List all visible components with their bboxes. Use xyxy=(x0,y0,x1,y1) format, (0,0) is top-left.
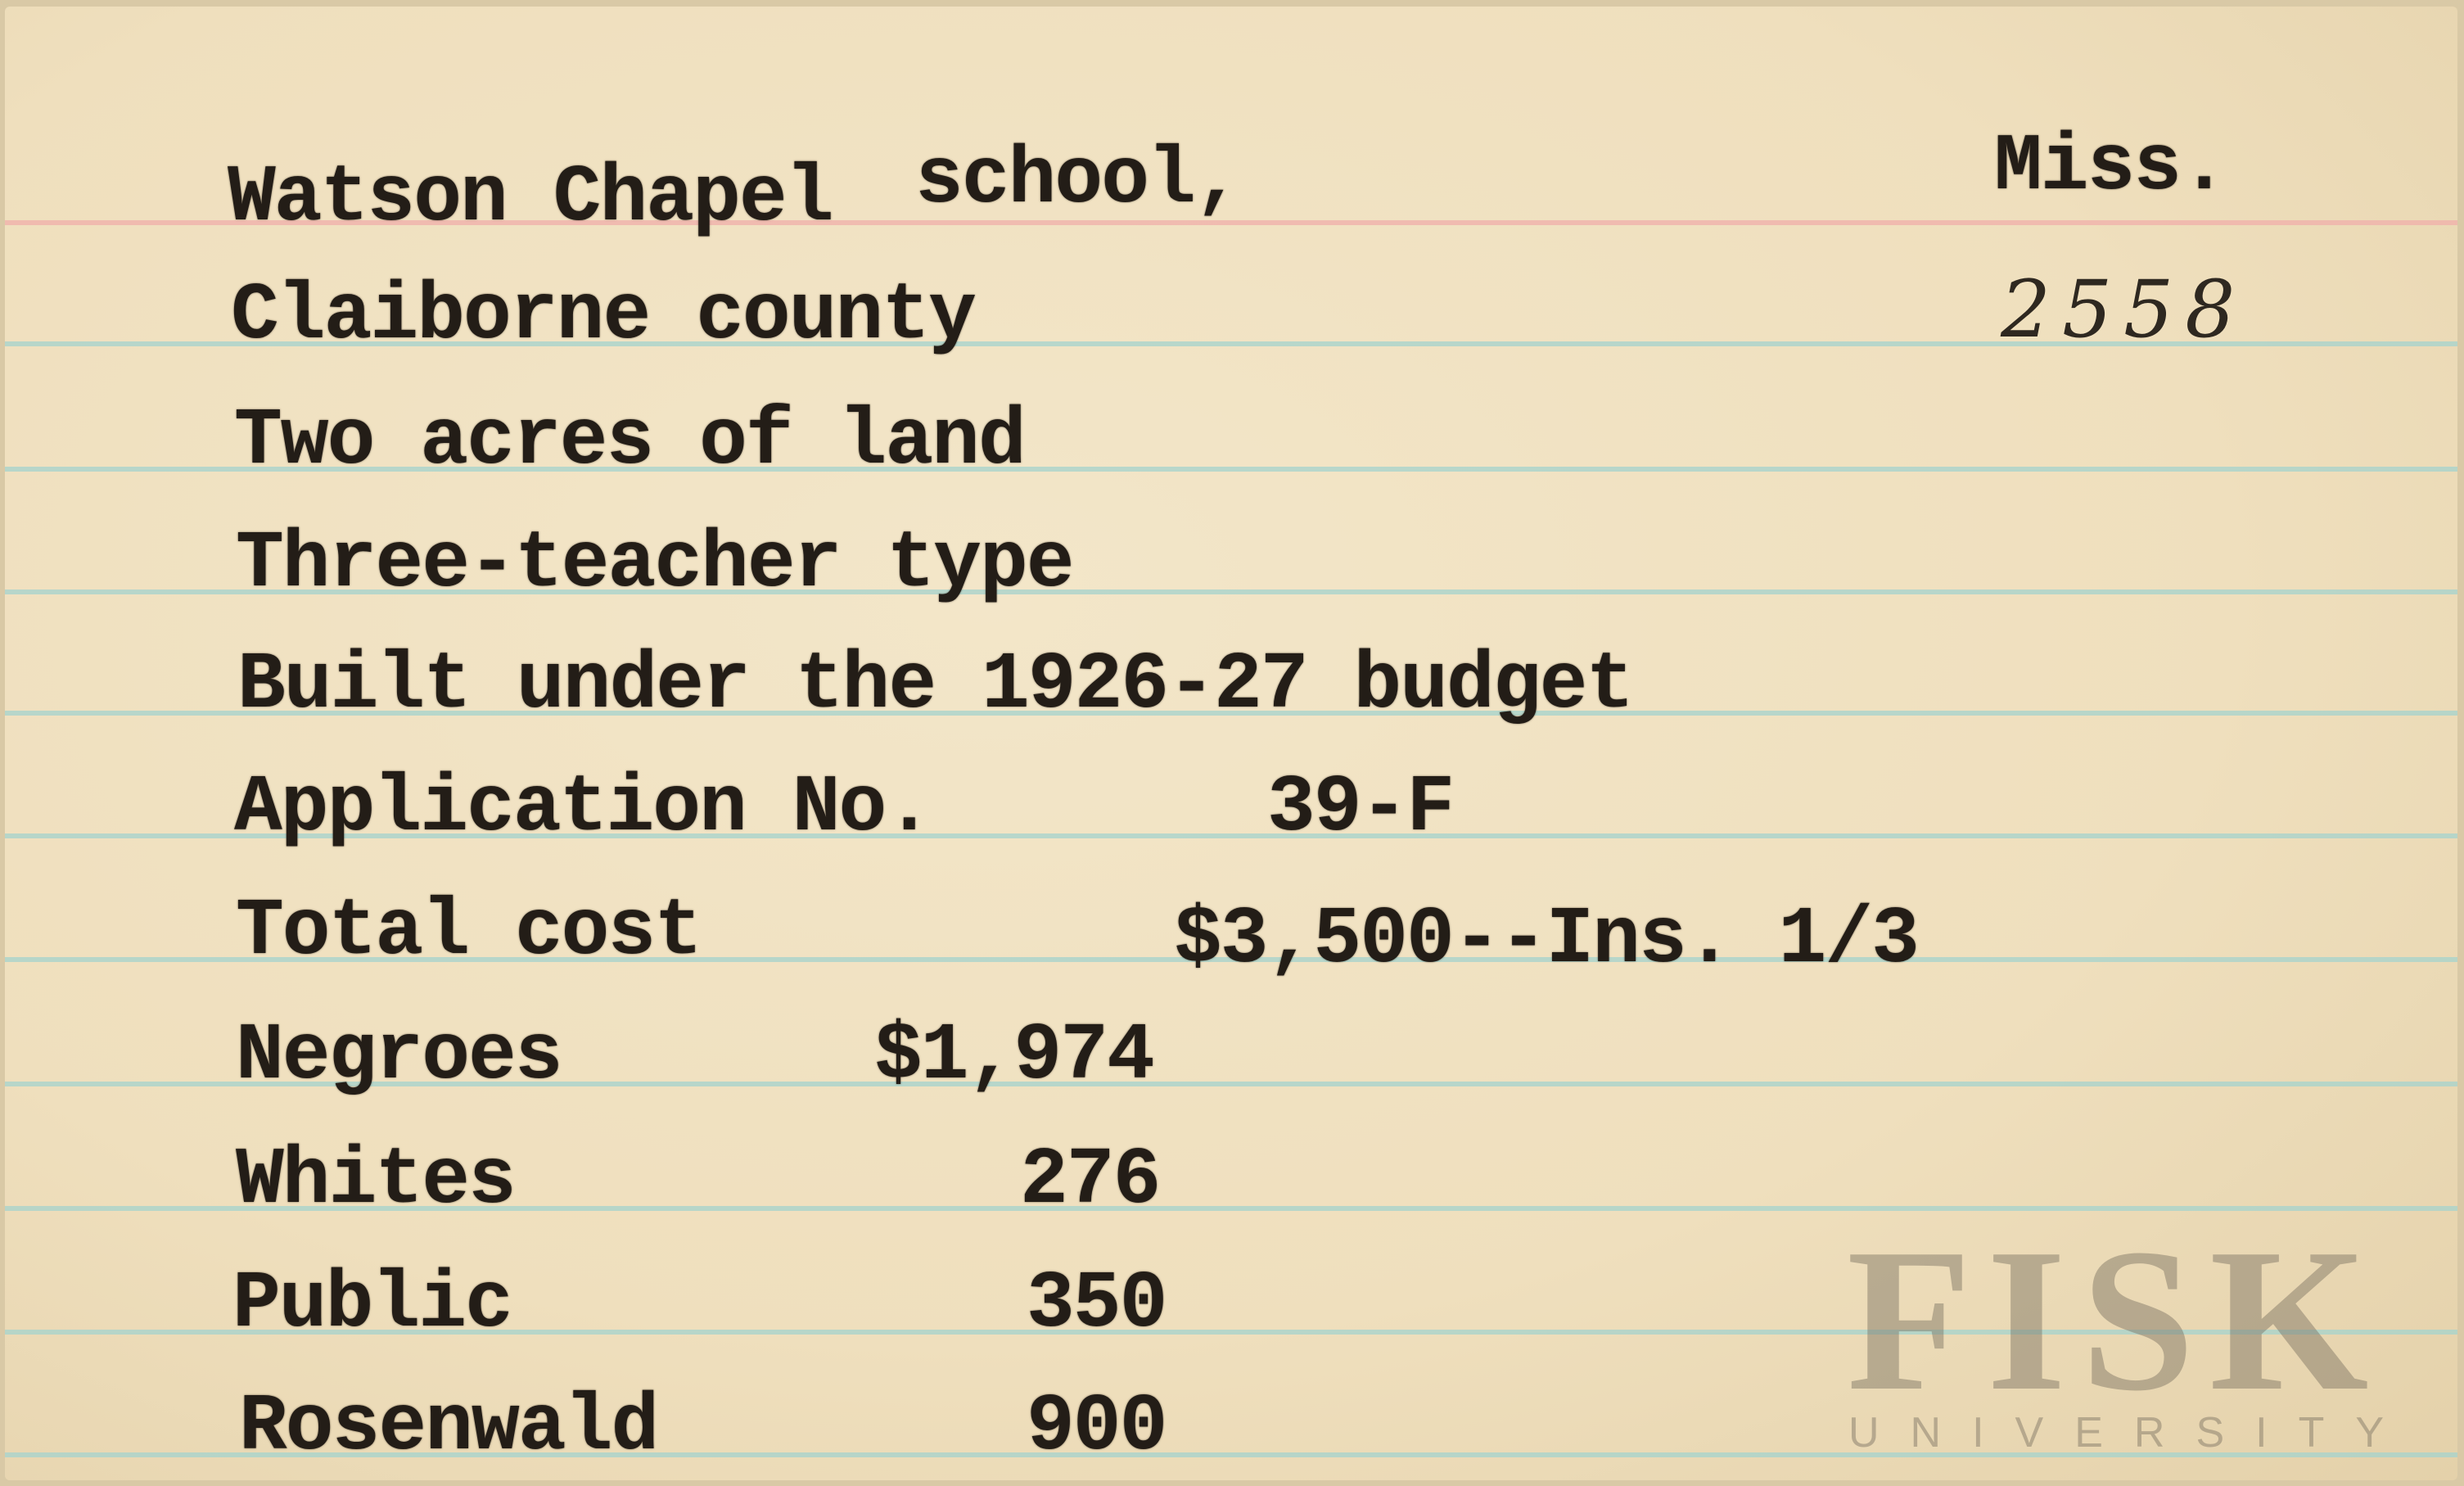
ruled-line xyxy=(5,467,2457,472)
budget: Built under the 1926-27 budget xyxy=(237,640,1634,731)
ruled-line xyxy=(5,711,2457,716)
contribution-label: Public xyxy=(232,1259,513,1350)
total-cost-label: Total cost xyxy=(236,887,702,978)
building-type: Three-teacher type xyxy=(236,519,1075,610)
contribution-value: 900 xyxy=(1027,1382,1167,1473)
catalog-number: 2558 xyxy=(2001,264,2247,355)
contribution-label: Negroes xyxy=(236,1011,563,1102)
ruled-line xyxy=(5,957,2457,962)
ruled-line xyxy=(5,341,2457,346)
ruled-line xyxy=(5,1330,2457,1335)
ruled-line xyxy=(5,1452,2457,1457)
ruled-line xyxy=(5,589,2457,594)
university-watermark: UNIVERSITY xyxy=(1848,1409,2416,1457)
contribution-label: Rosenwald xyxy=(239,1382,659,1473)
total-cost-value: $3,500--Ins. 1/3 xyxy=(1174,895,1920,986)
state: Miss. xyxy=(1994,122,2228,213)
school-name: Watson Chapel xyxy=(228,153,834,244)
school-suffix: school, xyxy=(915,135,1243,226)
contribution-value: $1,974 xyxy=(874,1011,1155,1102)
land: Two acres of land xyxy=(234,396,1027,487)
county: Claiborne county xyxy=(231,271,977,362)
fisk-watermark: FISK xyxy=(1847,1207,2384,1434)
contribution-value: 276 xyxy=(1020,1136,1161,1226)
contribution-value: 350 xyxy=(1027,1259,1167,1350)
application-label: Application No. xyxy=(234,763,933,854)
ruled-line xyxy=(5,1206,2457,1211)
ruled-line xyxy=(5,1082,2457,1086)
ruled-line xyxy=(5,833,2457,838)
contribution-label: Whites xyxy=(236,1136,517,1226)
application-value: 39-F xyxy=(1267,763,1455,854)
header-rule xyxy=(5,220,2457,225)
index-card: Watson Chapel school, Miss. 2558 Claibor… xyxy=(5,7,2457,1480)
